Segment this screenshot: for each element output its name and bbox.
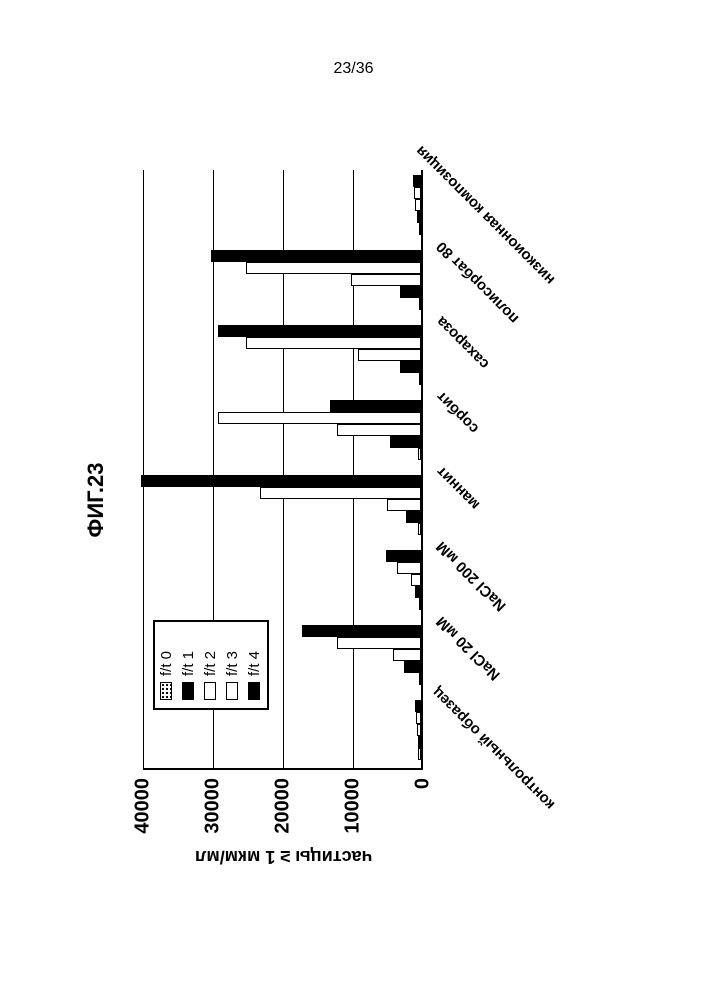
legend-label: f/t 1 [180, 651, 197, 676]
y-tick-label: 20000 [272, 778, 295, 868]
bar [415, 199, 421, 211]
bar [246, 337, 421, 349]
bar [411, 574, 422, 586]
bar [418, 748, 421, 760]
bar [400, 286, 421, 298]
y-tick-label: 10000 [342, 778, 365, 868]
y-tick-label: 40000 [132, 778, 155, 868]
bar [141, 475, 421, 487]
legend-swatch [226, 682, 238, 700]
bar [400, 361, 421, 373]
bar [260, 487, 421, 499]
legend-item: f/t 3 [221, 622, 243, 708]
legend-swatch [204, 682, 216, 700]
bar [386, 550, 421, 562]
page-number: 23/36 [0, 60, 707, 78]
bar [416, 712, 421, 724]
grid-line [143, 170, 144, 768]
legend-swatch [182, 682, 194, 700]
bar [337, 637, 421, 649]
bar [419, 673, 421, 685]
bar [337, 424, 421, 436]
bar [218, 412, 421, 424]
bar [218, 325, 421, 337]
bar [418, 448, 421, 460]
bar [246, 262, 421, 274]
bar [415, 586, 421, 598]
bar [358, 349, 421, 361]
bar [390, 436, 422, 448]
bar [419, 223, 421, 235]
bar [418, 736, 422, 748]
chart-container: ФИГ.23 частицы ≥ 1 мкм/мл 01000020000300… [83, 110, 623, 890]
bar [351, 274, 421, 286]
bar [393, 649, 421, 661]
bar [406, 511, 421, 523]
y-tick-label: 30000 [202, 778, 225, 868]
legend-label: f/t 3 [224, 651, 241, 676]
bar [419, 598, 421, 610]
bar [419, 298, 421, 310]
bar [417, 724, 421, 736]
chart-title: ФИГ.23 [83, 110, 109, 890]
legend-label: f/t 4 [246, 651, 263, 676]
legend-swatch [160, 682, 172, 700]
legend-swatch [248, 682, 260, 700]
legend-label: f/t 0 [158, 651, 175, 676]
bar [397, 562, 422, 574]
legend-item: f/t 0 [155, 622, 177, 708]
bar [387, 499, 421, 511]
bar [404, 661, 422, 673]
bar [414, 187, 421, 199]
bar [417, 211, 421, 223]
legend-item: f/t 1 [177, 622, 199, 708]
bar [330, 400, 421, 412]
legend-item: f/t 2 [199, 622, 221, 708]
bar [211, 250, 421, 262]
bar [413, 175, 421, 187]
bar [418, 523, 421, 535]
y-tick-label: 0 [412, 778, 435, 868]
legend-label: f/t 2 [202, 651, 219, 676]
bar [415, 700, 421, 712]
bar [302, 625, 421, 637]
bar [419, 373, 421, 385]
legend: f/t 0 f/t 1 f/t 2 f/t 3 f/t 4 [153, 620, 269, 710]
legend-item: f/t 4 [243, 622, 265, 708]
